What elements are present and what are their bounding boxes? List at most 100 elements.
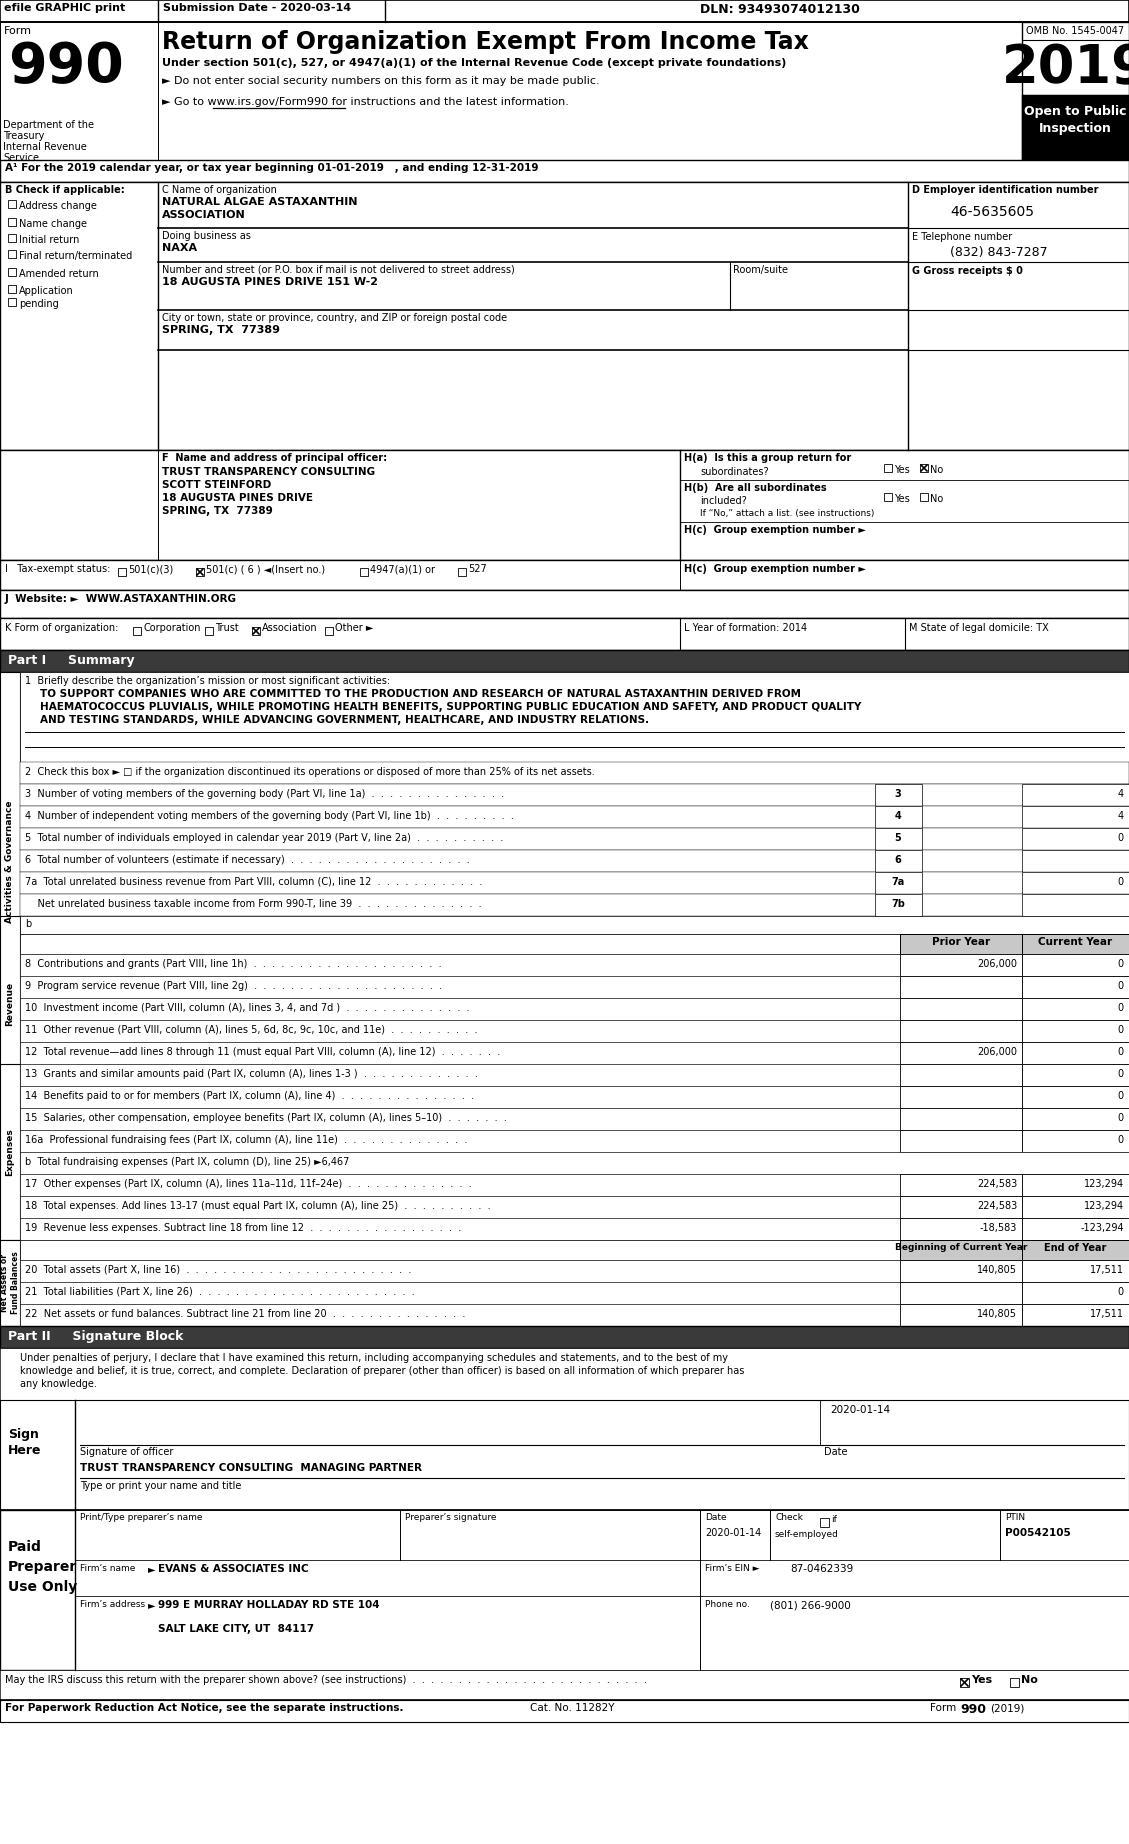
Bar xyxy=(1022,1282,1129,1304)
Bar xyxy=(900,1282,1022,1304)
Bar xyxy=(900,1042,1022,1064)
Text: If “No,” attach a list. (see instructions): If “No,” attach a list. (see instruction… xyxy=(700,509,874,518)
Bar xyxy=(1022,1020,1129,1042)
Text: (832) 843-7287: (832) 843-7287 xyxy=(949,245,1048,258)
Text: Firm’s EIN ►: Firm’s EIN ► xyxy=(704,1564,760,1573)
Bar xyxy=(1022,850,1129,872)
Text: Sign: Sign xyxy=(8,1427,38,1440)
Bar xyxy=(900,1239,1022,1259)
Text: End of Year: End of Year xyxy=(1044,1243,1106,1254)
Text: H(c)  Group exemption number ►: H(c) Group exemption number ► xyxy=(684,564,866,573)
Bar xyxy=(1022,1259,1129,1282)
Text: if: if xyxy=(831,1516,837,1523)
Text: ►: ► xyxy=(148,1564,156,1575)
Text: City or town, state or province, country, and ZIP or foreign postal code: City or town, state or province, country… xyxy=(161,313,507,323)
Text: 21  Total liabilities (Part X, line 26)  .  .  .  .  .  .  .  .  .  .  .  .  .  : 21 Total liabilities (Part X, line 26) .… xyxy=(25,1287,414,1296)
Bar xyxy=(75,1597,1129,1671)
Bar xyxy=(900,1175,1022,1197)
Text: PTIN: PTIN xyxy=(1005,1512,1025,1521)
Bar xyxy=(1022,1042,1129,1064)
Text: TRUST TRANSPARENCY CONSULTING: TRUST TRANSPARENCY CONSULTING xyxy=(161,467,375,478)
Text: AND TESTING STANDARDS, WHILE ADVANCING GOVERNMENT, HEALTHCARE, AND INDUSTRY RELA: AND TESTING STANDARDS, WHILE ADVANCING G… xyxy=(40,715,649,725)
Text: Yes: Yes xyxy=(894,465,910,476)
Text: I   Tax-exempt status:: I Tax-exempt status: xyxy=(5,564,111,573)
Text: No: No xyxy=(930,494,943,503)
Text: Department of the: Department of the xyxy=(3,120,94,129)
Text: Amended return: Amended return xyxy=(19,269,98,278)
Text: Form: Form xyxy=(5,26,32,37)
Bar xyxy=(1022,828,1129,850)
Text: H(a)  Is this a group return for: H(a) Is this a group return for xyxy=(684,454,851,463)
Bar xyxy=(158,22,1022,160)
Bar xyxy=(1022,1239,1129,1259)
Text: 0: 0 xyxy=(1118,1287,1124,1296)
Text: 0: 0 xyxy=(1118,1070,1124,1079)
Text: Cat. No. 11282Y: Cat. No. 11282Y xyxy=(530,1704,614,1713)
Text: 22  Net assets or fund balances. Subtract line 21 from line 20  .  .  .  .  .  .: 22 Net assets or fund balances. Subtract… xyxy=(25,1309,465,1318)
Text: Initial return: Initial return xyxy=(19,234,79,245)
Text: Service: Service xyxy=(3,153,40,162)
Bar xyxy=(820,1518,829,1527)
Text: Return of Organization Exempt From Income Tax: Return of Organization Exempt From Incom… xyxy=(161,30,808,53)
Text: 15  Salaries, other compensation, employee benefits (Part IX, column (A), lines : 15 Salaries, other compensation, employe… xyxy=(25,1114,507,1123)
Text: G Gross receipts $ 0: G Gross receipts $ 0 xyxy=(912,266,1023,277)
Bar xyxy=(1022,935,1129,953)
Text: No: No xyxy=(930,465,943,476)
Text: Inspection: Inspection xyxy=(1039,122,1111,135)
Text: 20  Total assets (Part X, line 16)  .  .  .  .  .  .  .  .  .  .  .  .  .  .  . : 20 Total assets (Part X, line 16) . . . … xyxy=(25,1265,411,1274)
Text: 0: 0 xyxy=(1118,1025,1124,1034)
Bar xyxy=(0,160,1129,183)
Text: Preparer’s signature: Preparer’s signature xyxy=(405,1512,497,1521)
Text: 5: 5 xyxy=(894,833,901,843)
Bar xyxy=(875,894,922,916)
Text: 11  Other revenue (Part VIII, column (A), lines 5, 6d, 8c, 9c, 10c, and 11e)  . : 11 Other revenue (Part VIII, column (A),… xyxy=(25,1025,478,1034)
Text: 6: 6 xyxy=(894,856,901,865)
Text: ► Go to www.irs.gov/Form990 for instructions and the latest information.: ► Go to www.irs.gov/Form990 for instruct… xyxy=(161,98,569,107)
Bar xyxy=(0,649,1129,671)
Bar xyxy=(1022,784,1129,806)
Bar xyxy=(20,806,1129,828)
Bar xyxy=(0,590,1129,618)
Text: 18 AUGUSTA PINES DRIVE 151 W-2: 18 AUGUSTA PINES DRIVE 151 W-2 xyxy=(161,277,378,288)
Text: 6  Total number of volunteers (estimate if necessary)  .  .  .  .  .  .  .  .  .: 6 Total number of volunteers (estimate i… xyxy=(25,856,470,865)
Bar xyxy=(20,828,1129,850)
Bar xyxy=(20,872,1129,894)
Text: SCOTT STEINFORD: SCOTT STEINFORD xyxy=(161,479,271,491)
Bar xyxy=(0,671,20,1051)
Bar xyxy=(8,199,16,208)
Text: C Name of organization: C Name of organization xyxy=(161,184,277,195)
Text: 2020-01-14: 2020-01-14 xyxy=(704,1529,761,1538)
Text: Revenue: Revenue xyxy=(6,983,15,1025)
Text: Check: Check xyxy=(774,1512,803,1521)
Bar xyxy=(20,784,1129,806)
Text: No: No xyxy=(1021,1674,1038,1685)
Text: 999 E MURRAY HOLLADAY RD STE 104: 999 E MURRAY HOLLADAY RD STE 104 xyxy=(158,1601,379,1610)
Text: For Paperwork Reduction Act Notice, see the separate instructions.: For Paperwork Reduction Act Notice, see … xyxy=(5,1704,403,1713)
Text: included?: included? xyxy=(700,496,746,505)
Text: J  Website: ►  WWW.ASTAXANTHIN.ORG: J Website: ► WWW.ASTAXANTHIN.ORG xyxy=(5,594,237,605)
Bar xyxy=(0,22,1129,160)
Text: Doing business as: Doing business as xyxy=(161,230,251,242)
Bar xyxy=(20,1259,1129,1282)
Bar xyxy=(20,1175,1129,1197)
Text: 7a  Total unrelated business revenue from Part VIII, column (C), line 12  .  .  : 7a Total unrelated business revenue from… xyxy=(25,878,482,887)
Text: ► Do not enter social security numbers on this form as it may be made public.: ► Do not enter social security numbers o… xyxy=(161,76,599,87)
Text: L Year of formation: 2014: L Year of formation: 2014 xyxy=(684,623,807,632)
Text: 46-5635605: 46-5635605 xyxy=(949,205,1034,219)
Bar xyxy=(884,465,892,472)
Text: 206,000: 206,000 xyxy=(977,1047,1017,1057)
Text: H(b)  Are all subordinates: H(b) Are all subordinates xyxy=(684,483,826,492)
Bar xyxy=(20,953,1129,975)
Bar xyxy=(900,1197,1022,1219)
Text: Part I     Summary: Part I Summary xyxy=(8,655,134,668)
Bar xyxy=(1022,1064,1129,1086)
Text: Prior Year: Prior Year xyxy=(931,937,990,948)
Text: Firm’s address: Firm’s address xyxy=(80,1601,146,1610)
Text: Part II     Signature Block: Part II Signature Block xyxy=(8,1330,183,1342)
Text: Application: Application xyxy=(19,286,73,297)
Bar xyxy=(0,1671,1129,1700)
Bar xyxy=(884,492,892,502)
Text: Here: Here xyxy=(8,1444,42,1457)
Text: 8  Contributions and grants (Part VIII, line 1h)  .  .  .  .  .  .  .  .  .  .  : 8 Contributions and grants (Part VIII, l… xyxy=(25,959,441,968)
Text: 1  Briefly describe the organization’s mission or most significant activities:: 1 Briefly describe the organization’s mi… xyxy=(25,677,391,686)
